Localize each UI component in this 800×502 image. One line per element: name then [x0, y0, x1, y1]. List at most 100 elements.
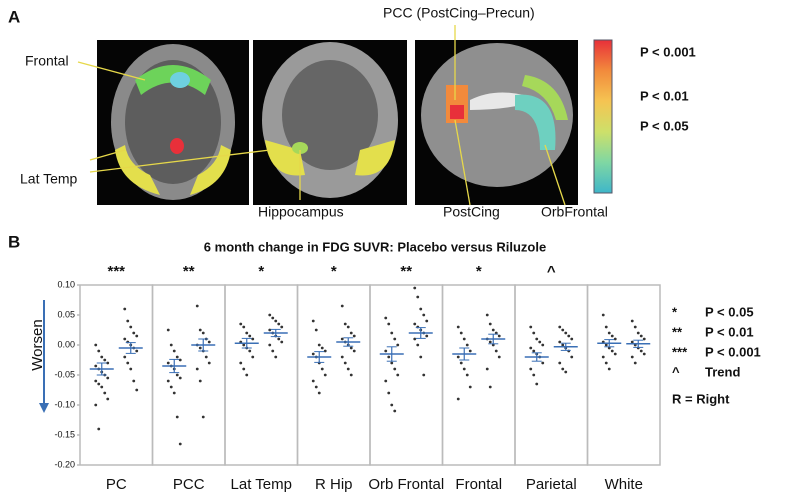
data-point — [465, 373, 469, 377]
region-label: Hippocampus — [258, 204, 344, 220]
legend-symbol: ** — [672, 324, 683, 339]
data-point — [251, 355, 255, 359]
colorbar-label: P < 0.001 — [640, 44, 696, 59]
data-point — [494, 349, 498, 353]
data-point — [123, 307, 127, 311]
data-point — [561, 367, 565, 371]
data-point — [268, 328, 272, 332]
data-point — [201, 415, 205, 419]
data-point — [207, 361, 211, 365]
category-box — [514, 284, 589, 466]
data-point — [349, 373, 353, 377]
data-point — [323, 349, 327, 353]
data-point — [126, 361, 130, 365]
data-point — [103, 358, 107, 362]
data-point — [607, 331, 611, 335]
data-point — [462, 367, 466, 371]
data-point — [349, 346, 353, 350]
data-point — [346, 367, 350, 371]
data-point — [419, 355, 423, 359]
legend-text: P < 0.001 — [705, 344, 761, 359]
region-label: PostCing — [443, 204, 500, 220]
category-box — [369, 284, 444, 466]
data-point — [607, 367, 611, 371]
category-box — [151, 284, 226, 466]
data-point — [384, 316, 388, 320]
data-point — [349, 331, 353, 335]
data-point — [123, 355, 127, 359]
data-point — [94, 364, 98, 368]
region-label: Frontal — [25, 53, 69, 69]
data-point — [317, 391, 321, 395]
data-point — [564, 370, 568, 374]
data-point — [280, 325, 284, 329]
data-point — [340, 337, 344, 341]
x-tick-label: Lat Temp — [231, 476, 292, 493]
data-point — [639, 334, 643, 338]
colorbar — [593, 39, 613, 194]
coronal-gm — [282, 60, 378, 170]
data-point — [567, 334, 571, 338]
data-point — [485, 313, 489, 317]
panel-label: A — [8, 7, 20, 26]
data-point — [132, 331, 136, 335]
data-point — [613, 352, 617, 356]
data-point — [106, 376, 110, 380]
data-point — [459, 361, 463, 365]
hip-core — [292, 142, 308, 154]
data-point — [468, 349, 472, 353]
data-point — [129, 367, 133, 371]
data-point — [390, 361, 394, 365]
data-point — [393, 367, 397, 371]
data-point — [172, 349, 176, 353]
data-point — [570, 355, 574, 359]
data-point — [169, 385, 173, 389]
y-tick-label: -0.15 — [54, 429, 75, 439]
temporal-blob-r — [190, 145, 231, 195]
data-point — [97, 382, 101, 386]
data-point — [94, 343, 98, 347]
legend-text: P < 0.01 — [705, 324, 754, 339]
data-point — [207, 340, 211, 344]
data-point — [538, 340, 542, 344]
data-point — [393, 409, 397, 413]
data-point — [456, 325, 460, 329]
data-point — [239, 361, 243, 365]
data-point — [561, 343, 565, 347]
legend-symbol: * — [672, 304, 678, 319]
data-point — [532, 373, 536, 377]
data-point — [135, 334, 139, 338]
data-point — [245, 331, 249, 335]
data-point — [103, 391, 107, 395]
data-point — [132, 379, 136, 383]
data-point — [422, 373, 426, 377]
data-point — [610, 334, 614, 338]
category-box — [79, 284, 154, 466]
data-point — [172, 391, 176, 395]
legend-symbol: *** — [672, 344, 688, 359]
data-point — [416, 295, 420, 299]
data-point — [242, 367, 246, 371]
data-point — [201, 331, 205, 335]
note: R = Right — [672, 391, 730, 406]
data-point — [541, 343, 545, 347]
category-box — [586, 284, 661, 466]
data-point — [497, 355, 501, 359]
data-point — [604, 361, 608, 365]
data-point — [535, 382, 539, 386]
region-label: PCC (PostCing–Precun) — [383, 5, 535, 21]
data-point — [129, 325, 133, 329]
data-point — [422, 313, 426, 317]
data-point — [175, 355, 179, 359]
data-point — [274, 319, 278, 323]
data-point — [604, 343, 608, 347]
data-point — [630, 355, 634, 359]
data-point — [198, 328, 202, 332]
data-point — [178, 358, 182, 362]
data-point — [488, 385, 492, 389]
arrow-head — [39, 403, 49, 413]
data-point — [352, 334, 356, 338]
x-tick-label: Parietal — [526, 476, 577, 493]
x-tick-label: PCC — [173, 476, 205, 493]
